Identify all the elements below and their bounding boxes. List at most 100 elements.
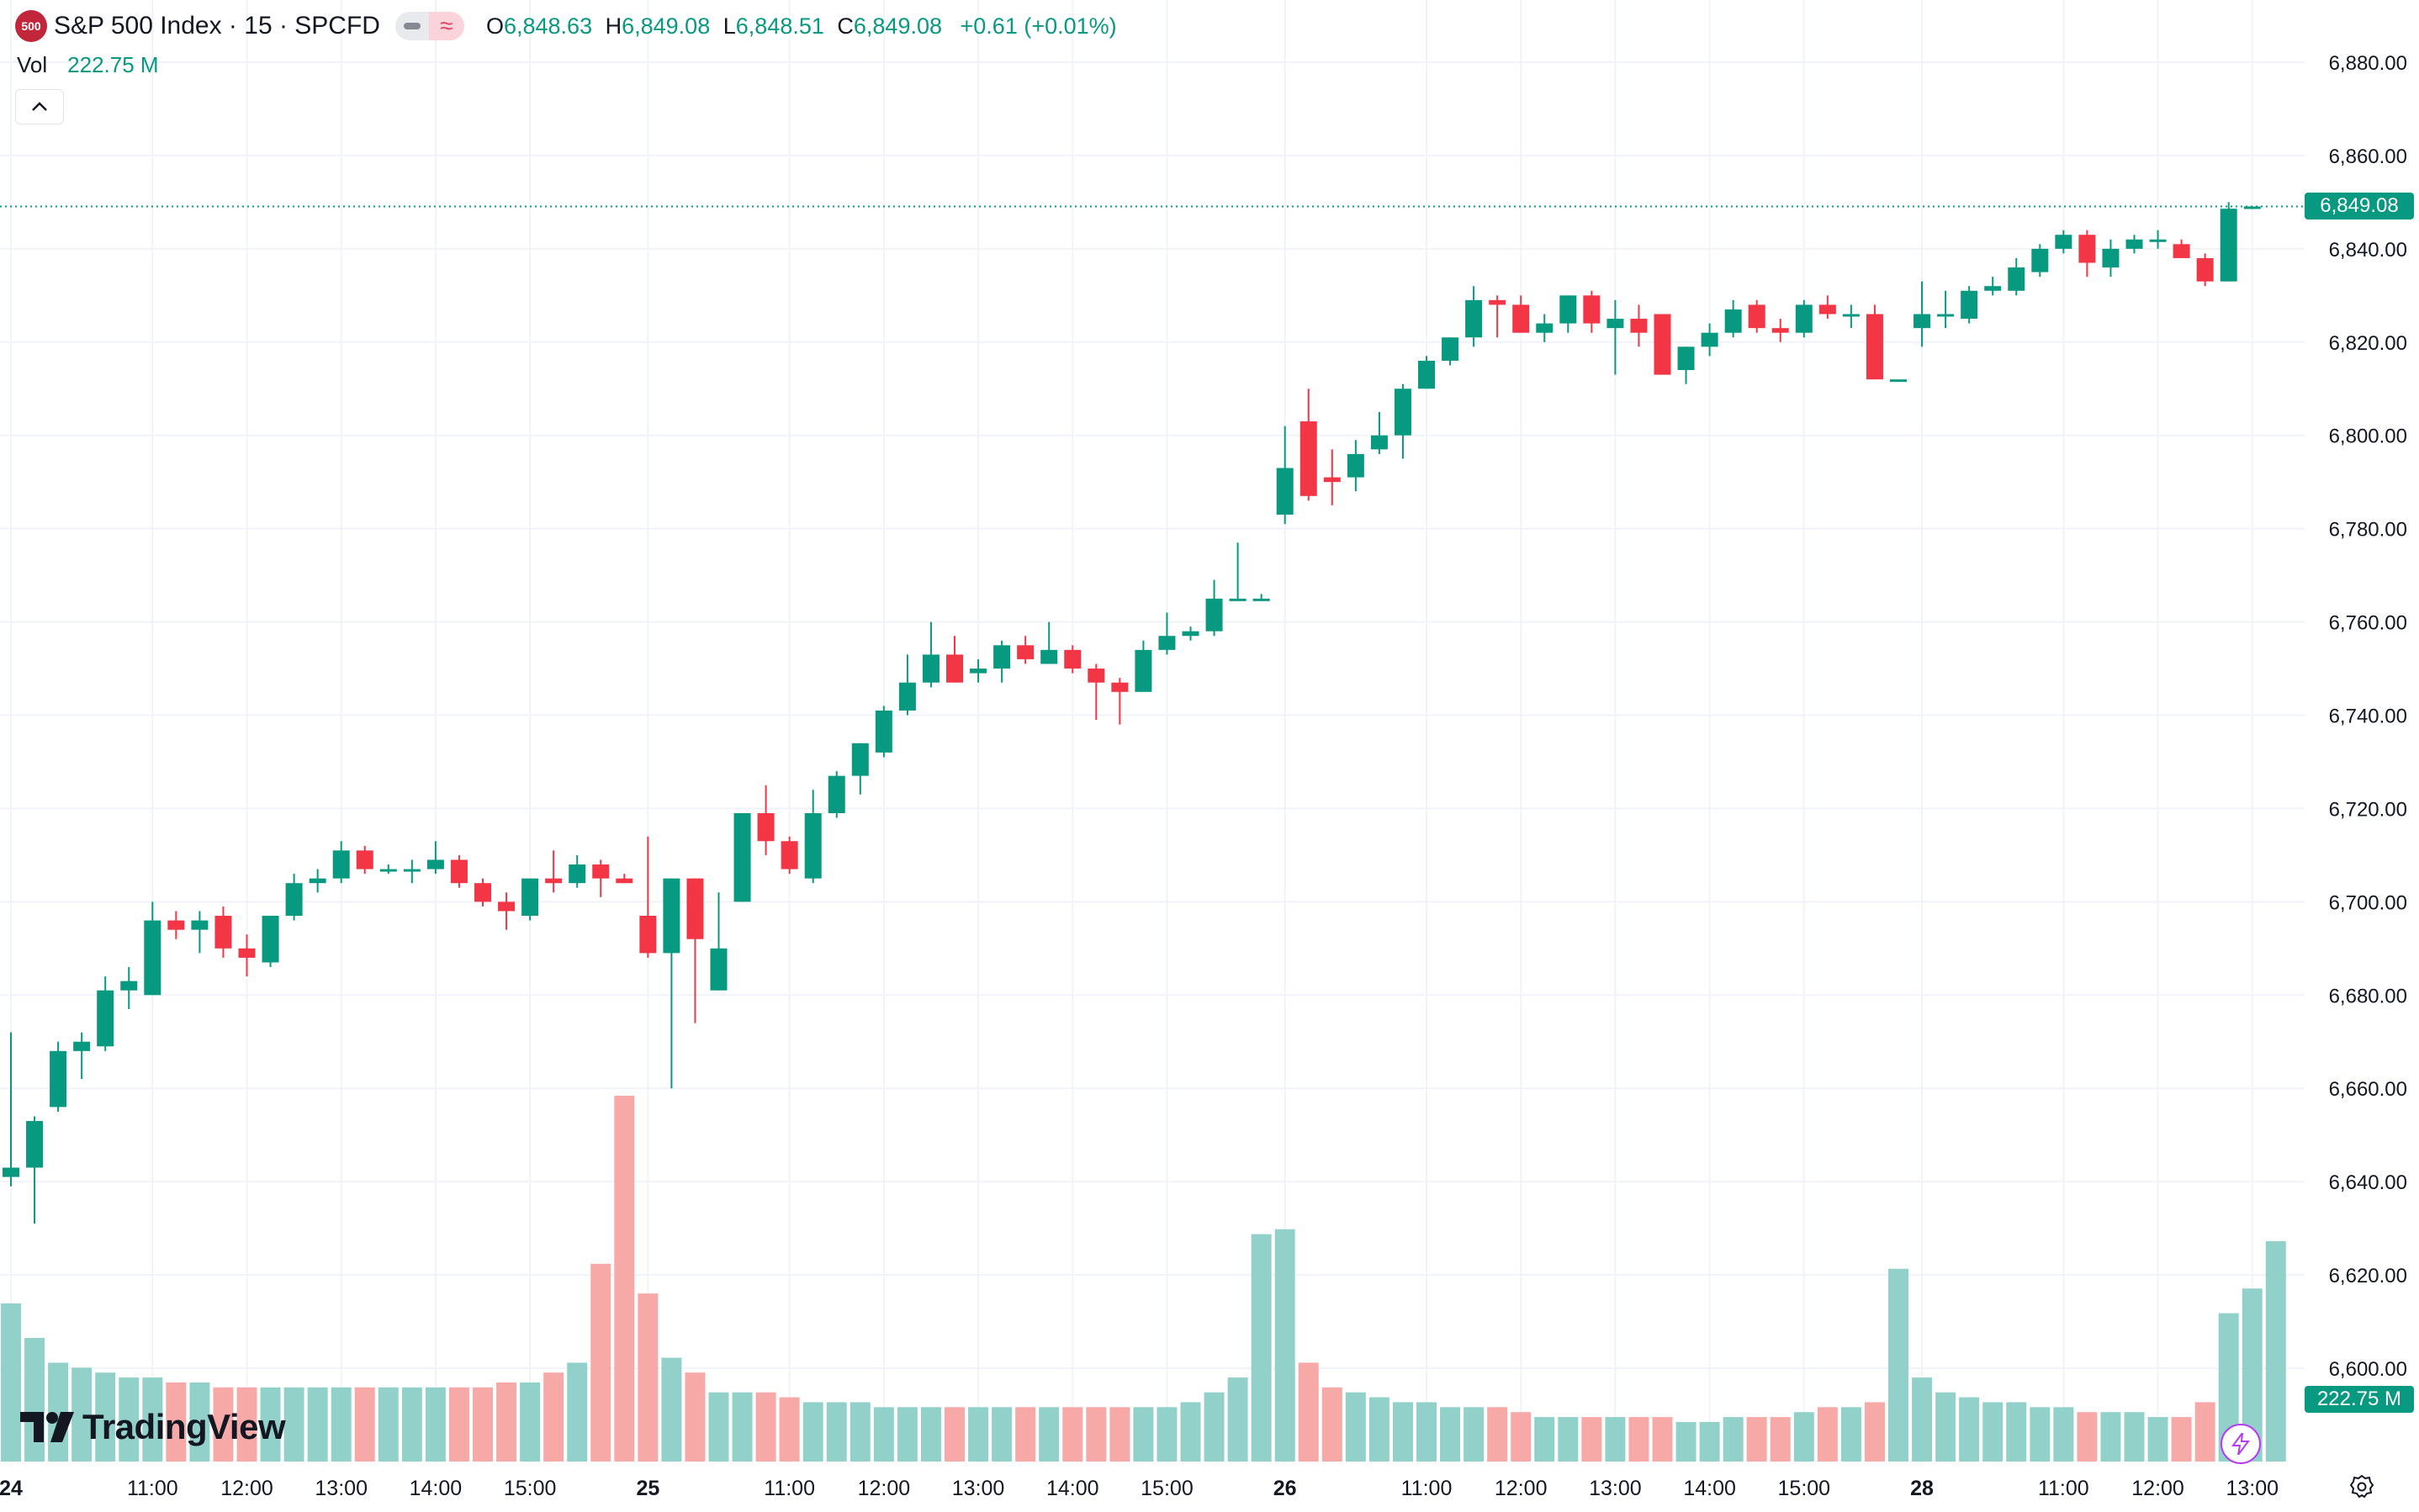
candle bbox=[2173, 239, 2190, 258]
volume-bar bbox=[119, 1377, 140, 1462]
wave-icon[interactable]: ≈ bbox=[428, 12, 464, 40]
candle bbox=[214, 906, 232, 958]
volume-bar bbox=[1581, 1417, 1602, 1462]
volume-bar bbox=[1511, 1412, 1532, 1462]
price-axis[interactable]: 6,880.00 6,860.00 6,840.00 6,820.00 6,800.00… bbox=[2329, 52, 2407, 1381]
candle bbox=[1795, 299, 1813, 338]
candle bbox=[1818, 295, 1836, 320]
candle bbox=[50, 1041, 67, 1112]
candle bbox=[356, 845, 373, 875]
close-value: 6,849.08 bbox=[853, 13, 942, 39]
volume-bar bbox=[826, 1402, 847, 1462]
volume-bar bbox=[732, 1392, 753, 1462]
candle bbox=[1842, 304, 1860, 329]
candle bbox=[545, 850, 563, 893]
volume-bar bbox=[850, 1402, 871, 1462]
volume-bar bbox=[1605, 1417, 1626, 1462]
candle bbox=[1323, 449, 1341, 505]
volume-bars bbox=[1, 1096, 2286, 1462]
volume-bar bbox=[95, 1372, 116, 1462]
candle bbox=[1229, 542, 1247, 601]
volume-bar bbox=[2077, 1412, 2098, 1462]
volume-bar bbox=[1416, 1402, 1437, 1462]
volume-bar bbox=[1086, 1407, 1107, 1462]
volume-bar bbox=[590, 1263, 611, 1462]
volume-bar bbox=[520, 1382, 541, 1462]
candle bbox=[828, 771, 845, 818]
candle bbox=[379, 864, 397, 875]
price-tick-label: 6,880.00 bbox=[2329, 52, 2407, 75]
candle bbox=[167, 911, 185, 939]
candle bbox=[1771, 319, 1789, 342]
volume-bar bbox=[71, 1367, 93, 1462]
candle bbox=[120, 967, 138, 1009]
tradingview-logo[interactable]: TradingView bbox=[20, 1407, 286, 1447]
candle bbox=[2078, 230, 2096, 278]
symbol-title[interactable]: S&P 500 Index · 15 · SPCFD bbox=[54, 12, 380, 40]
volume-bar bbox=[2053, 1407, 2074, 1462]
time-tick-label: 14:00 bbox=[1683, 1477, 1736, 1500]
candle bbox=[898, 654, 916, 716]
volume-bar bbox=[1, 1303, 21, 1462]
price-tick-label: 6,700.00 bbox=[2329, 891, 2407, 914]
lightning-button[interactable] bbox=[2221, 1424, 2261, 1464]
time-tick-label: 13:00 bbox=[315, 1477, 368, 1500]
candle bbox=[757, 785, 775, 855]
candle bbox=[521, 878, 539, 921]
indicator-toggle[interactable]: ≈ bbox=[394, 12, 464, 40]
volume-bar bbox=[661, 1357, 682, 1462]
volume-bar bbox=[2124, 1412, 2145, 1462]
volume-bar bbox=[1558, 1417, 1579, 1462]
volume-bar bbox=[685, 1372, 706, 1462]
time-tick-label: 15:00 bbox=[504, 1477, 557, 1500]
volume-bar bbox=[496, 1382, 517, 1462]
candle bbox=[2055, 230, 2072, 254]
time-tick-label: 11:00 bbox=[127, 1477, 178, 1500]
volume-bar bbox=[1652, 1417, 1673, 1462]
candle bbox=[191, 911, 209, 954]
volume-bar bbox=[614, 1096, 635, 1462]
last-price-label: 6,849.08 bbox=[2305, 193, 2414, 220]
time-axis[interactable]: 24 11:00 12:00 13:00 14:00 15:00 25 11:00 12:00 1… bbox=[0, 1477, 2279, 1500]
candle bbox=[1465, 286, 1483, 347]
candle bbox=[1276, 426, 1294, 525]
volume-bar bbox=[1935, 1392, 1956, 1462]
volume-bar bbox=[755, 1392, 776, 1462]
eye-toggle-icon[interactable] bbox=[394, 12, 429, 40]
volume-bar bbox=[1274, 1229, 1295, 1462]
volume-bar bbox=[1062, 1407, 1083, 1462]
price-tick-label: 6,800.00 bbox=[2329, 426, 2407, 448]
candle bbox=[569, 854, 586, 888]
settings-button[interactable] bbox=[2347, 1472, 2377, 1502]
price-tick-label: 6,780.00 bbox=[2329, 519, 2407, 542]
tradingview-logo-icon bbox=[20, 1412, 74, 1442]
volume-bar bbox=[1204, 1392, 1225, 1462]
time-tick-label: 11:00 bbox=[2038, 1477, 2089, 1500]
volume-bar bbox=[1534, 1417, 1555, 1462]
candle bbox=[1677, 346, 1695, 384]
volume-bar bbox=[1015, 1407, 1036, 1462]
volume-bar bbox=[401, 1387, 422, 1462]
volume-bar bbox=[945, 1407, 965, 1462]
volume-bar bbox=[1723, 1417, 1744, 1462]
time-tick-label: 24 bbox=[0, 1477, 23, 1500]
candle bbox=[1536, 314, 1554, 342]
volume-bar bbox=[1487, 1407, 1508, 1462]
time-tick-label: 13:00 bbox=[2226, 1477, 2279, 1500]
time-tick-label: 15:00 bbox=[1778, 1477, 1831, 1500]
price-tick-label: 6,680.00 bbox=[2329, 985, 2407, 1007]
volume-bar bbox=[1368, 1397, 1389, 1462]
volume-bar bbox=[1133, 1407, 1154, 1462]
volume-bar bbox=[638, 1293, 659, 1462]
candle bbox=[450, 854, 468, 888]
candle bbox=[309, 869, 326, 893]
candle bbox=[474, 878, 491, 907]
volume-bar bbox=[920, 1407, 941, 1462]
collapse-legend-button[interactable] bbox=[15, 89, 64, 124]
candle bbox=[73, 1032, 91, 1080]
symbol-badge[interactable]: 500 bbox=[15, 10, 47, 42]
candle bbox=[26, 1116, 44, 1224]
candle bbox=[686, 878, 704, 1023]
volume-bar bbox=[354, 1387, 375, 1462]
